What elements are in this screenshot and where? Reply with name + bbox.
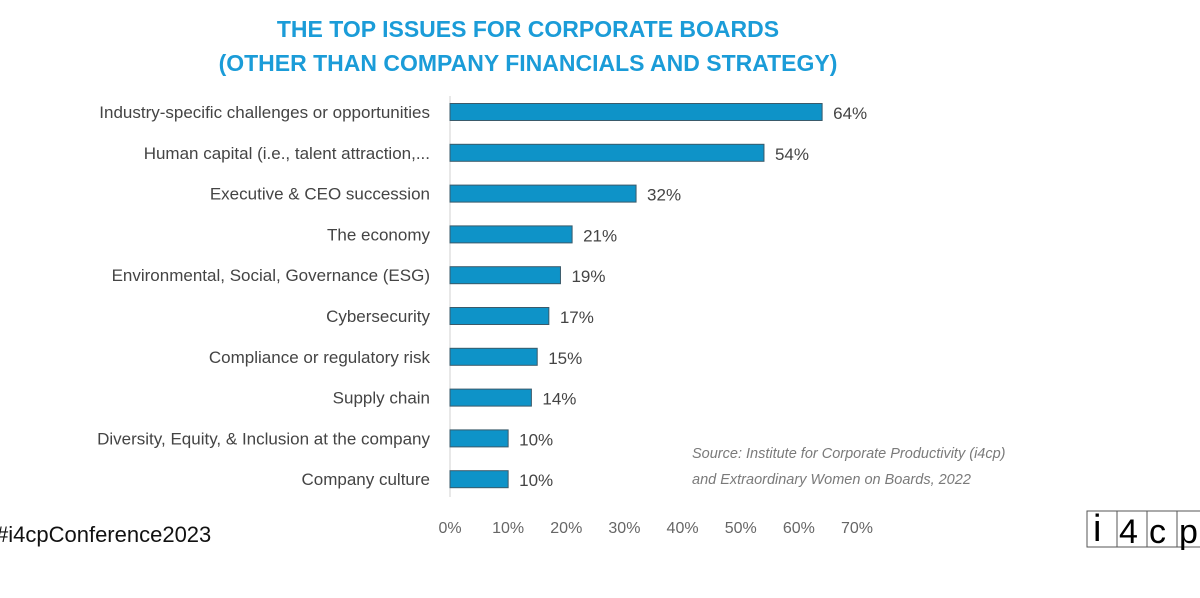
i4cp-logo: i 4 c p: [1086, 508, 1200, 551]
source-line-1: Source: Institute for Corporate Producti…: [692, 446, 1006, 462]
bar: [449, 143, 765, 162]
category-label: The economy: [327, 225, 430, 244]
category-label: Environmental, Social, Governance (ESG): [112, 266, 430, 285]
hashtag: #i4cpConference2023: [0, 522, 212, 547]
svg-text:c: c: [1149, 513, 1166, 551]
chart-title: THE TOP ISSUES FOR CORPORATE BOARDS: [276, 16, 780, 42]
data-label: 10%: [519, 471, 553, 490]
bar: [449, 184, 637, 203]
data-label: 10%: [519, 430, 553, 449]
svg-text:4: 4: [1119, 513, 1138, 551]
category-label: Supply chain: [333, 389, 430, 408]
bar: [449, 103, 823, 121]
source-line-2: and Extraordinary Women on Boards, 2022: [692, 472, 971, 488]
x-tick-label: 30%: [608, 520, 640, 537]
svg-text:p: p: [1179, 513, 1198, 551]
x-tick-label: 0%: [438, 520, 461, 537]
category-label: Human capital (i.e., talent attraction,.…: [144, 144, 430, 163]
data-label: 64%: [833, 104, 867, 123]
data-label: 32%: [647, 186, 681, 205]
x-tick-label: 20%: [550, 520, 582, 537]
data-label: 15%: [548, 349, 582, 368]
category-label: Diversity, Equity, & Inclusion at the co…: [97, 429, 430, 448]
svg-text:i: i: [1093, 508, 1101, 550]
chart-subtitle: (OTHER THAN COMPANY FINANCIALS AND STRAT…: [218, 50, 838, 76]
x-tick-label: 10%: [492, 520, 524, 537]
bar: [449, 388, 532, 407]
data-label: 19%: [571, 267, 605, 286]
x-tick-label: 50%: [725, 520, 757, 537]
bar: [449, 347, 538, 366]
bar: [449, 307, 550, 325]
x-tick-label: 40%: [667, 520, 699, 537]
bar: [449, 429, 509, 448]
category-label: Industry-specific challenges or opportun…: [99, 103, 430, 122]
category-label: Cybersecurity: [326, 307, 430, 326]
category-label: Company culture: [301, 470, 430, 489]
bar: [449, 266, 561, 285]
bar: [449, 225, 573, 244]
data-label: 21%: [583, 226, 617, 245]
category-label: Compliance or regulatory risk: [209, 348, 431, 367]
x-tick-label: 60%: [783, 520, 815, 537]
data-label: 54%: [775, 145, 809, 164]
data-label: 14%: [542, 390, 576, 409]
data-label: 17%: [560, 308, 594, 327]
category-label: Executive & CEO succession: [210, 185, 430, 204]
bar: [449, 470, 509, 489]
x-tick-label: 70%: [841, 520, 873, 537]
